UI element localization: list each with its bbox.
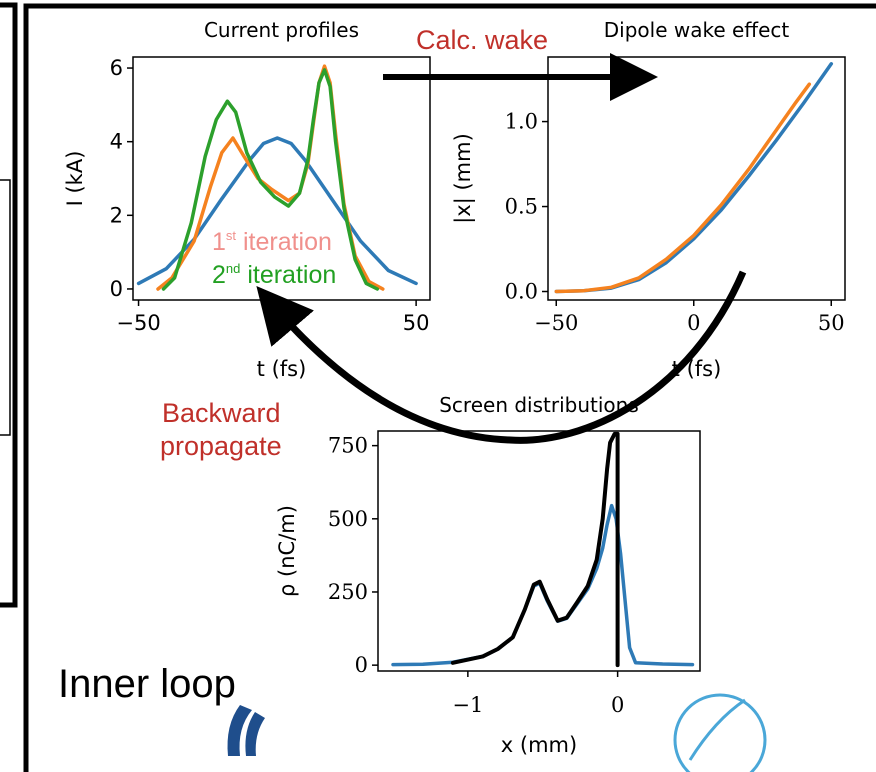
screen-ytick-label: 250 [328,580,368,604]
current-title: Current profiles [204,18,359,42]
calc-wake-label: Calc. wake [416,27,548,54]
current-ytick-label: 4 [110,130,123,154]
screen-xtick-label: −1 [452,693,483,717]
screen-xtick-label: 0 [611,693,624,717]
dipole-ylabel: |x| (mm) [451,133,476,224]
dipole-xtick-label: −50 [534,311,578,335]
screen-plot-frame [378,431,700,671]
current-xtick-label: −50 [116,311,160,335]
second-iteration-label: 2nd iteration [212,262,336,288]
current-ytick-label: 6 [110,56,123,80]
screen-xlabel: x (mm) [501,733,577,757]
screen-ylabel: ρ (nC/m) [275,505,299,597]
dipole-xtick-label: 0 [687,311,700,335]
backward-propagate-label-line1: Backward [162,400,281,427]
current-ytick-label: 0 [110,277,123,301]
current-ytick-label: 2 [110,203,123,227]
screen-ytick-label: 500 [328,507,368,531]
logo-left-icon [228,705,266,756]
dipole-xtick-label: 50 [818,311,845,335]
dipole-title: Dipole wake effect [604,18,790,42]
screen-ytick-label: 0 [355,653,368,677]
backward-propagate-label-line2: propagate [160,433,282,460]
dipole-ytick-label: 0.5 [505,195,538,219]
dipole-ytick-label: 0.0 [505,280,538,304]
left-panel-inner-box [0,180,10,435]
screen-ytick-label: 750 [328,434,368,458]
left-panel-frame [0,5,15,605]
first-iteration-label: 1st iteration [212,229,332,255]
inner-loop-label: Inner loop [58,664,236,704]
current-xlabel: t (fs) [257,357,307,381]
screen-distributions-plot: −1 0 0 250 500 750 Screen distributions x (mm) ρ… [275,393,700,757]
current-xtick-label: 50 [403,311,430,335]
logo-right-icon [675,695,765,772]
screen-title: Screen distributions [439,393,639,417]
dipole-ytick-label: 1.0 [505,110,538,134]
current-ylabel: I (kA) [63,151,87,207]
